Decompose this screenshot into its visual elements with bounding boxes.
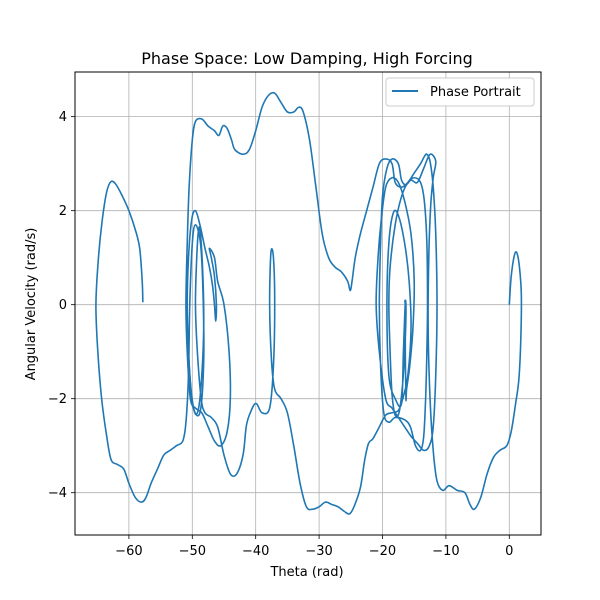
legend: Phase Portrait — [385, 77, 535, 107]
grid-lines — [75, 72, 541, 535]
y-tick-label: −4 — [48, 486, 67, 501]
x-tick-label: −40 — [242, 544, 269, 559]
legend-box — [385, 77, 535, 107]
x-tick-label: −20 — [369, 544, 396, 559]
x-tick-label: 0 — [505, 544, 513, 559]
phase-portrait-line — [185, 91, 523, 515]
y-tick-label: 2 — [59, 204, 67, 219]
x-tick-label: −10 — [432, 544, 459, 559]
plot-frame — [74, 71, 542, 536]
x-axis-label: Theta (rad) — [269, 565, 343, 580]
phase-portrait-line-segment — [95, 180, 205, 503]
x-tick-label: −50 — [179, 544, 206, 559]
chart-title: Phase Space: Low Damping, High Forcing — [141, 49, 473, 68]
x-tick-label: −30 — [305, 544, 332, 559]
y-axis-label: Angular Velocity (rad/s) — [24, 228, 39, 381]
series-layer — [95, 91, 523, 515]
legend-label: Phase Portrait — [430, 85, 521, 100]
x-tick-label: −60 — [115, 544, 142, 559]
y-tick-label: 4 — [59, 110, 67, 125]
y-tick-label: 0 — [59, 298, 67, 313]
y-tick-label: −2 — [48, 392, 67, 407]
